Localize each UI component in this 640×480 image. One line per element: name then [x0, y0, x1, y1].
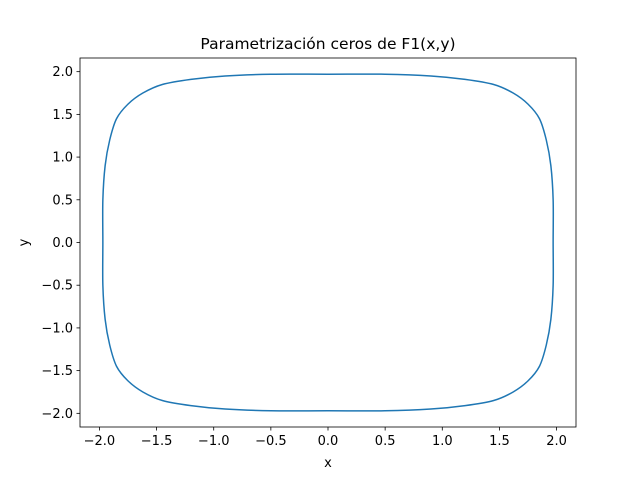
y-tick-label: 1.0 — [52, 151, 73, 166]
x-tick-label: −1.5 — [141, 434, 173, 449]
y-axis-label: y — [17, 238, 32, 246]
y-tick-label: 0.0 — [52, 236, 73, 251]
y-ticks: −2.0 −1.5 −1.0 −0.5 0.0 0.5 1.0 1.5 2.0 — [41, 65, 80, 422]
y-tick-label: 1.5 — [52, 108, 73, 123]
x-tick-label: 0.0 — [318, 434, 339, 449]
x-tick-label: 1.0 — [432, 434, 453, 449]
y-tick-label: −1.5 — [41, 364, 73, 379]
x-tick-label: −2.0 — [84, 434, 116, 449]
y-tick-label: −1.0 — [41, 321, 73, 336]
x-tick-label: 2.0 — [546, 434, 567, 449]
x-axis-label: x — [324, 456, 332, 471]
x-ticks: −2.0 −1.5 −1.0 −0.5 0.0 0.5 1.0 1.5 2.0 — [84, 427, 567, 449]
x-tick-label: −1.0 — [198, 434, 230, 449]
series-line — [101, 73, 555, 412]
y-tick-label: 2.0 — [52, 65, 73, 80]
y-tick-label: −2.0 — [41, 407, 73, 422]
y-tick-label: 0.5 — [52, 193, 73, 208]
x-tick-label: 1.5 — [489, 434, 510, 449]
y-tick-label: −0.5 — [41, 279, 73, 294]
x-tick-label: −0.5 — [255, 434, 287, 449]
chart-title: Parametrización ceros de F1(x,y) — [200, 35, 455, 53]
x-tick-label: 0.5 — [375, 434, 396, 449]
